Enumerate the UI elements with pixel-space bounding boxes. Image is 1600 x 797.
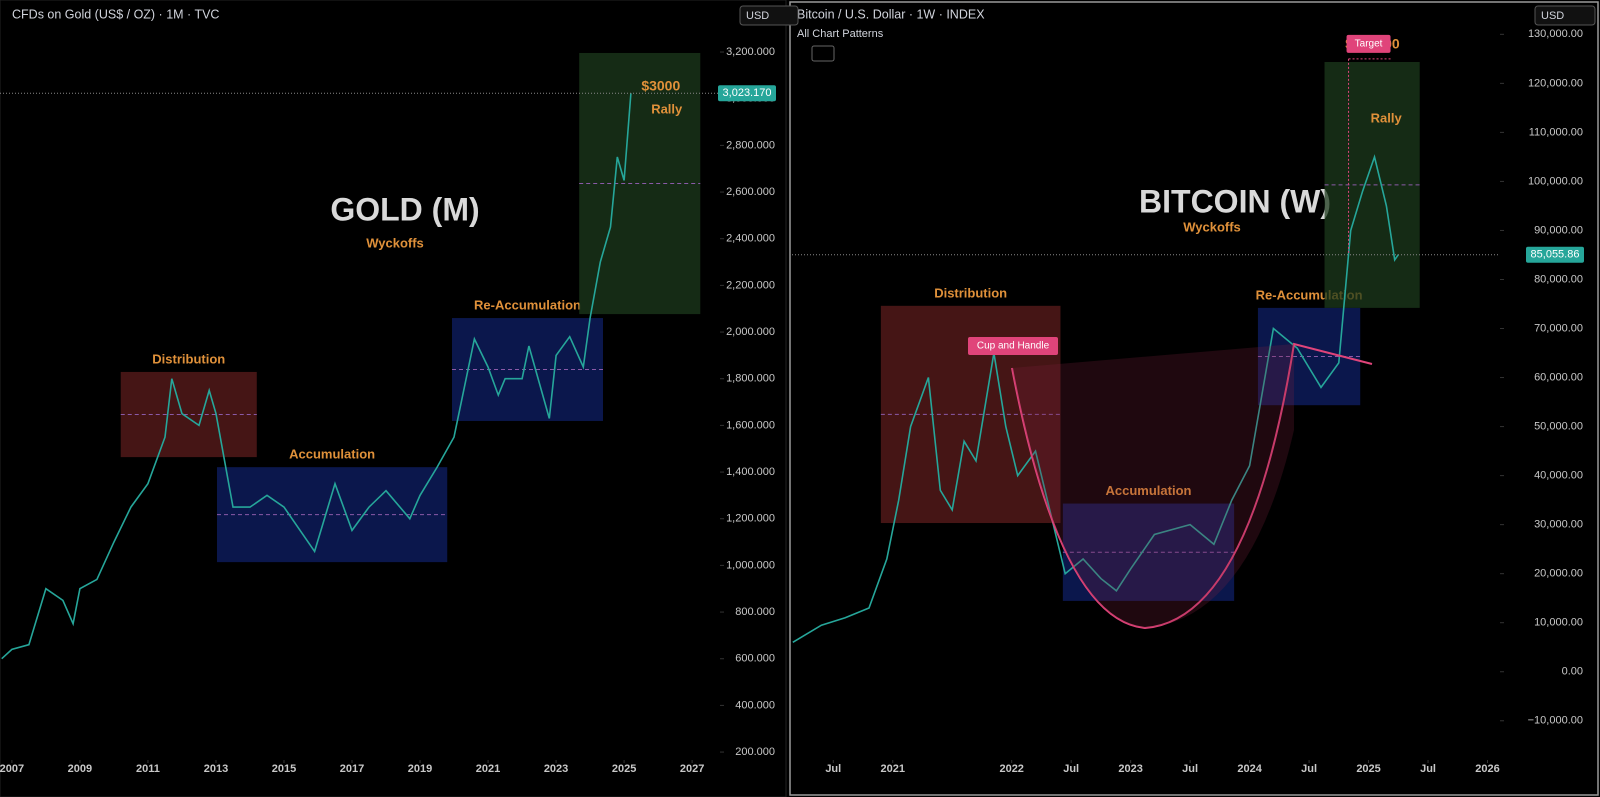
y-tick-label: 40,000.00	[1534, 470, 1583, 482]
chart-subtitle: Wyckoffs	[1183, 219, 1241, 234]
y-tick-label: 10,000.00	[1534, 617, 1583, 629]
zone-label: Re-Accumulation	[474, 297, 581, 312]
cup-fill	[1012, 344, 1294, 628]
y-tick-label: 2,800.000	[726, 139, 775, 151]
pattern-tag	[968, 337, 1058, 355]
x-tick-label: Jul	[1182, 763, 1198, 775]
header: Bitcoin / U.S. Dollar · 1W · INDEX	[797, 7, 985, 21]
currency-select[interactable]	[1534, 5, 1596, 26]
chart-subtitle: Wyckoffs	[366, 235, 424, 250]
chart-title: BITCOIN (W)	[1139, 183, 1331, 219]
target-tag-label: Target	[1355, 38, 1383, 49]
x-tick-label: 2013	[204, 763, 228, 775]
panel-border	[789, 1, 1599, 796]
zone	[451, 318, 604, 421]
x-tick-label: Jul	[1301, 763, 1317, 775]
y-tick-label: 30,000.00	[1534, 519, 1583, 531]
y-tick-label: 130,000.00	[1528, 28, 1583, 40]
y-tick-label: 1,400.000	[726, 466, 775, 478]
target-tag	[1346, 34, 1391, 53]
target-label: $3000	[641, 77, 680, 93]
price-line	[1, 93, 632, 660]
last-price-tag	[718, 85, 776, 102]
pattern-menu[interactable]: All Chart Patterns	[797, 28, 884, 40]
x-tick-label: 2021	[476, 763, 500, 775]
x-tick-label: 2009	[68, 763, 92, 775]
currency: USD	[1541, 10, 1564, 22]
y-tick-label: 600.000	[735, 653, 775, 665]
x-tick-label: 2021	[881, 763, 905, 775]
pattern-tag-label: Cup and Handle	[977, 341, 1050, 352]
y-tick-label: −10,000.00	[1528, 715, 1583, 727]
last-price-label: 85,055.86	[1531, 249, 1580, 261]
x-tick-label: 2011	[136, 763, 160, 775]
y-tick-label: 2,600.000	[726, 186, 775, 198]
zone-label: Distribution	[934, 285, 1007, 300]
x-tick-label: 2007	[0, 763, 24, 775]
zone-label: Rally	[651, 101, 683, 116]
y-tick-label: 1,800.000	[726, 373, 775, 385]
y-tick-label: 1,000.000	[726, 559, 775, 571]
y-tick-label: 3,200.000	[726, 46, 775, 58]
x-tick-label: 2019	[408, 763, 432, 775]
x-tick-label: Jul	[825, 763, 841, 775]
y-tick-label: 70,000.00	[1534, 322, 1583, 334]
y-tick-label: 1,600.000	[726, 419, 775, 431]
y-tick-label: 800.000	[735, 606, 775, 618]
x-tick-label: 2025	[612, 763, 636, 775]
header: CFDs on Gold (US$ / OZ) · 1M · TVC	[12, 7, 219, 21]
chart-title: GOLD (M)	[330, 191, 479, 227]
y-tick-label: 2,200.000	[726, 279, 775, 291]
zone-label: Accumulation	[289, 447, 375, 462]
y-tick-label: 120,000.00	[1528, 77, 1583, 89]
x-tick-label: Jul	[1063, 763, 1079, 775]
zone-label: Accumulation	[1106, 483, 1192, 498]
y-tick-label: 110,000.00	[1529, 126, 1583, 138]
zone-label: Distribution	[152, 351, 225, 366]
y-tick-label: 0.00	[1562, 666, 1583, 678]
y-tick-label: 1,200.000	[726, 513, 775, 525]
collapse-button[interactable]	[811, 45, 835, 62]
last-price-tag	[1526, 246, 1584, 263]
x-tick-label: 2023	[544, 763, 568, 775]
y-tick-label: 2,400.000	[726, 233, 775, 245]
x-tick-label: 2024	[1237, 763, 1262, 775]
x-tick-label: 2017	[340, 763, 364, 775]
y-tick-label: 20,000.00	[1534, 568, 1583, 580]
y-tick-label: 80,000.00	[1534, 273, 1583, 285]
x-tick-label: 2022	[999, 763, 1023, 775]
x-tick-label: 2015	[272, 763, 296, 775]
y-tick-label: 200.000	[735, 746, 775, 758]
y-tick-label: 60,000.00	[1534, 371, 1583, 383]
x-tick-label: 2023	[1118, 763, 1142, 775]
y-tick-label: 50,000.00	[1534, 420, 1583, 432]
currency: USD	[746, 10, 769, 22]
x-tick-label: Jul	[1420, 763, 1436, 775]
y-tick-label: 2,000.000	[726, 326, 775, 338]
cup-and-handle	[1011, 342, 1373, 630]
currency-select[interactable]	[739, 5, 799, 26]
price-line	[792, 154, 1399, 643]
zone-label: Rally	[1371, 110, 1403, 125]
x-tick-label: 2027	[680, 763, 704, 775]
x-tick-label: 2025	[1356, 763, 1380, 775]
x-tick-label: 2026	[1475, 763, 1499, 775]
panel-border	[0, 0, 787, 797]
last-price-label: 3,023.170	[723, 87, 772, 99]
y-tick-label: 90,000.00	[1534, 224, 1583, 236]
y-tick-label: 400.000	[735, 699, 775, 711]
y-tick-label: 100,000.00	[1528, 175, 1583, 187]
